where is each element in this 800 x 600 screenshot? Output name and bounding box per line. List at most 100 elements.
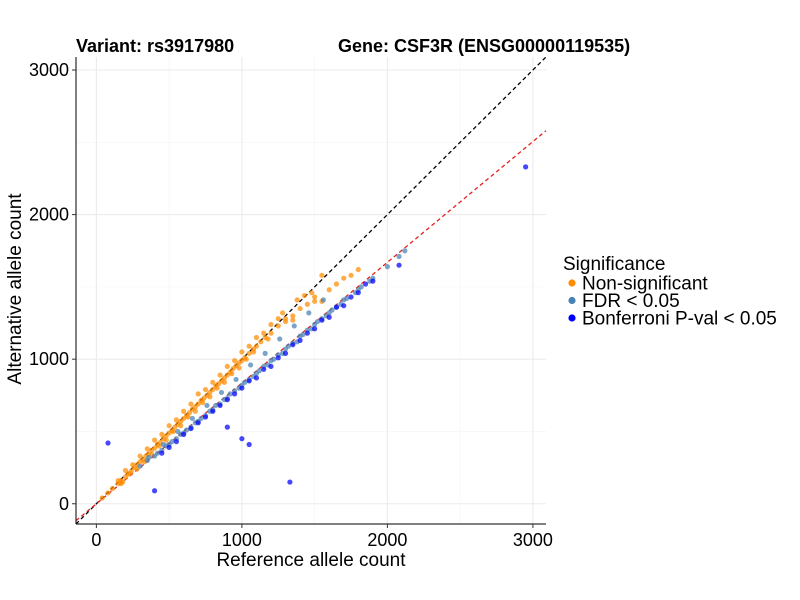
- data-point: [348, 272, 354, 278]
- data-point: [160, 441, 166, 448]
- series-1: [137, 248, 408, 469]
- data-point: [151, 445, 158, 451]
- data-point: [268, 363, 274, 370]
- data-point: [232, 358, 238, 364]
- y-axis-title: Alternative allele count: [5, 193, 26, 385]
- data-point: [290, 342, 296, 348]
- data-point: [221, 379, 228, 385]
- data-point: [183, 427, 190, 433]
- data-point: [329, 307, 335, 313]
- data-point: [291, 323, 297, 329]
- data-point: [127, 470, 133, 476]
- data-point: [198, 415, 204, 422]
- series-2: [105, 164, 529, 494]
- data-point: [246, 350, 252, 356]
- data-point: [256, 368, 262, 374]
- data-point: [175, 428, 181, 435]
- data-point: [275, 316, 281, 322]
- data-point: [268, 321, 274, 328]
- data-point: [137, 463, 143, 469]
- legend-label-2: Bonferroni P-val < 0.05: [582, 309, 777, 330]
- data-point: [166, 423, 172, 429]
- data-point: [370, 278, 376, 284]
- data-point: [224, 397, 230, 403]
- plot-panel: 0 1000 2000 3000 0 1000 2000 3000: [29, 56, 553, 550]
- data-point: [210, 408, 216, 414]
- data-point: [250, 349, 257, 355]
- data-point: [261, 330, 267, 336]
- x-tick-label: 0: [91, 530, 101, 550]
- data-point: [236, 365, 242, 371]
- data-point: [304, 330, 310, 336]
- y-tick-label: 2000: [29, 205, 69, 225]
- data-point: [239, 436, 245, 442]
- data-point: [224, 424, 230, 430]
- x-axis-ticks: 0 1000 2000 3000: [91, 524, 553, 550]
- data-point: [210, 386, 216, 393]
- data-point: [188, 401, 194, 407]
- data-point: [309, 290, 315, 296]
- data-point: [146, 454, 152, 461]
- data-point: [232, 391, 238, 397]
- data-point: [306, 310, 312, 316]
- x-tick-label: 2000: [367, 530, 407, 550]
- data-point: [348, 294, 354, 300]
- data-point: [195, 391, 201, 397]
- data-point: [105, 440, 111, 446]
- data-point: [344, 295, 350, 302]
- data-point: [290, 313, 296, 319]
- data-point: [159, 431, 165, 437]
- data-point: [268, 330, 274, 336]
- data-point: [213, 402, 219, 409]
- data-point: [280, 310, 286, 316]
- data-point: [362, 281, 369, 287]
- data-point: [199, 399, 206, 406]
- series-0: [99, 266, 361, 501]
- data-point: [304, 301, 310, 307]
- data-point: [320, 297, 326, 303]
- data-point: [137, 453, 143, 459]
- data-point: [396, 262, 402, 268]
- legend-key-0: [568, 279, 576, 287]
- data-point: [275, 355, 281, 361]
- data-point: [202, 414, 209, 420]
- legend-key-2: [568, 314, 576, 322]
- legend-key-1: [568, 296, 576, 305]
- data-point: [312, 326, 318, 332]
- data-point: [173, 438, 180, 445]
- data-point: [246, 343, 252, 349]
- data-point: [181, 431, 187, 437]
- data-point: [248, 362, 254, 368]
- data-point: [214, 385, 220, 391]
- data-point: [151, 488, 158, 494]
- x-axis-title: Reference allele count: [216, 550, 406, 571]
- data-point: [319, 317, 325, 323]
- data-point: [195, 401, 201, 407]
- data-point: [105, 490, 111, 496]
- data-point: [227, 391, 233, 397]
- data-point: [154, 450, 161, 456]
- data-point: [163, 437, 169, 443]
- y-tick-label: 1000: [29, 349, 69, 369]
- data-point: [258, 339, 264, 345]
- x-tick-label: 3000: [513, 530, 553, 550]
- data-point: [118, 480, 124, 487]
- data-point: [109, 485, 115, 492]
- data-point: [239, 349, 245, 355]
- data-point: [294, 297, 300, 303]
- data-point: [239, 385, 245, 391]
- data-point: [333, 281, 340, 287]
- data-point: [326, 287, 332, 293]
- data-point: [233, 376, 239, 383]
- data-point: [358, 284, 364, 290]
- data-point: [169, 438, 175, 445]
- data-point: [207, 394, 213, 400]
- data-point: [186, 410, 193, 416]
- y-axis-ticks: 0 1000 2000 3000: [29, 60, 76, 514]
- data-point: [166, 444, 172, 450]
- data-point: [319, 272, 325, 278]
- data-point: [185, 414, 191, 420]
- data-point: [282, 316, 289, 322]
- data-point: [122, 467, 129, 474]
